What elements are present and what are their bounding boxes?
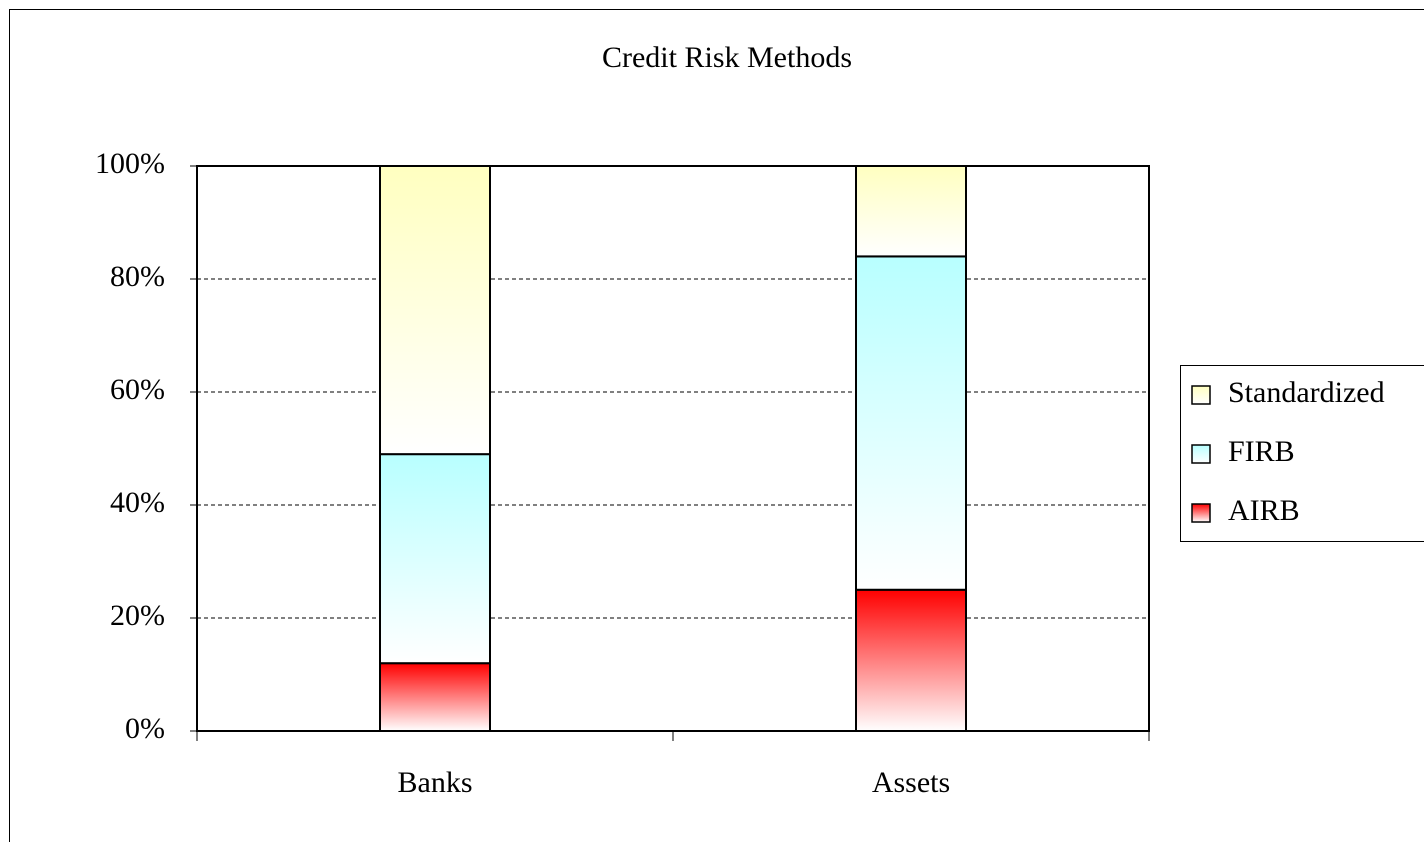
plot-area <box>197 166 1149 731</box>
bar-segment <box>379 662 491 733</box>
y-tick-label: 100% <box>95 147 165 180</box>
legend-label: FIRB <box>1228 435 1295 468</box>
x-tick-label: Assets <box>872 766 950 799</box>
y-tick-label: 60% <box>110 373 165 406</box>
legend-swatch <box>1191 385 1211 405</box>
bar-segment <box>855 255 967 591</box>
chart-title: Credit Risk Methods <box>602 41 852 74</box>
bar-segment <box>379 165 491 456</box>
legend-swatch <box>1191 444 1211 464</box>
bar-segment <box>855 588 967 732</box>
y-tick-label: 20% <box>110 599 165 632</box>
legend-label: AIRB <box>1228 494 1300 527</box>
y-tick-label: 0% <box>125 712 165 745</box>
bar-segment <box>855 165 967 258</box>
legend-label: Standardized <box>1228 376 1385 409</box>
y-tick-label: 40% <box>110 486 165 519</box>
y-tick-label: 80% <box>110 260 165 293</box>
bar-segment <box>379 453 491 665</box>
legend-box <box>1180 365 1424 542</box>
legend-swatch <box>1191 503 1211 523</box>
x-tick-label: Banks <box>398 766 473 799</box>
plot-border <box>196 165 1150 732</box>
